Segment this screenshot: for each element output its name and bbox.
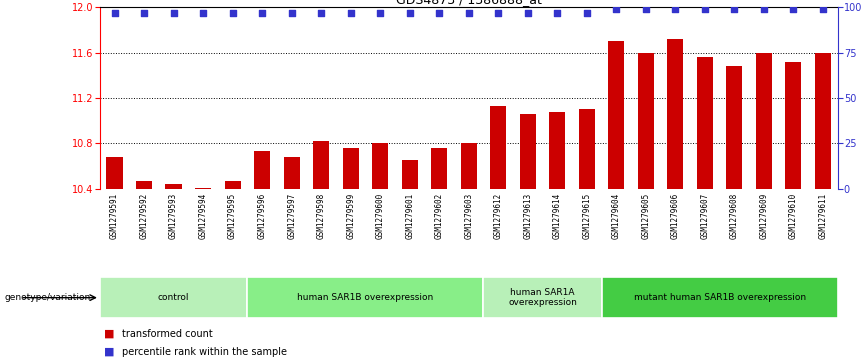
Point bbox=[285, 10, 299, 16]
FancyBboxPatch shape bbox=[100, 277, 247, 318]
Text: GSM1279602: GSM1279602 bbox=[435, 193, 444, 239]
Bar bbox=[549, 112, 565, 189]
Bar bbox=[727, 66, 742, 189]
Text: GSM1279607: GSM1279607 bbox=[700, 193, 709, 239]
Text: GSM1279613: GSM1279613 bbox=[523, 193, 532, 239]
Bar bbox=[667, 39, 683, 189]
Text: human SAR1B overexpression: human SAR1B overexpression bbox=[298, 293, 433, 302]
Text: GSM1279592: GSM1279592 bbox=[140, 193, 148, 239]
Bar bbox=[490, 106, 506, 189]
Point bbox=[727, 6, 741, 12]
Point bbox=[639, 6, 653, 12]
Text: GSM1279594: GSM1279594 bbox=[199, 193, 207, 239]
Text: ■: ■ bbox=[104, 347, 115, 357]
Point bbox=[550, 10, 564, 16]
Point bbox=[432, 10, 446, 16]
Text: GSM1279601: GSM1279601 bbox=[405, 193, 414, 239]
Point bbox=[373, 10, 387, 16]
FancyBboxPatch shape bbox=[247, 277, 483, 318]
Bar bbox=[254, 151, 270, 189]
FancyBboxPatch shape bbox=[483, 277, 602, 318]
Bar bbox=[107, 157, 122, 189]
Text: GSM1279593: GSM1279593 bbox=[169, 193, 178, 239]
Point bbox=[344, 10, 358, 16]
Text: GSM1279599: GSM1279599 bbox=[346, 193, 355, 239]
Bar bbox=[195, 188, 211, 189]
Bar bbox=[136, 181, 152, 189]
Point bbox=[196, 10, 210, 16]
Text: GSM1279597: GSM1279597 bbox=[287, 193, 296, 239]
Point bbox=[580, 10, 594, 16]
Text: GSM1279609: GSM1279609 bbox=[760, 193, 768, 239]
Point bbox=[668, 6, 682, 12]
Text: GSM1279614: GSM1279614 bbox=[553, 193, 562, 239]
Text: GSM1279600: GSM1279600 bbox=[376, 193, 385, 239]
Text: GSM1279604: GSM1279604 bbox=[612, 193, 621, 239]
Bar bbox=[343, 148, 358, 189]
Text: GSM1279603: GSM1279603 bbox=[464, 193, 473, 239]
Bar bbox=[579, 109, 595, 189]
Bar bbox=[608, 41, 624, 189]
Text: GSM1279605: GSM1279605 bbox=[641, 193, 650, 239]
Point bbox=[521, 10, 535, 16]
Text: GSM1279612: GSM1279612 bbox=[494, 193, 503, 239]
Text: genotype/variation: genotype/variation bbox=[4, 293, 90, 302]
Text: GSM1279611: GSM1279611 bbox=[819, 193, 827, 239]
Bar bbox=[815, 53, 831, 189]
Bar bbox=[697, 57, 713, 189]
Text: GSM1279598: GSM1279598 bbox=[317, 193, 326, 239]
Text: GSM1279596: GSM1279596 bbox=[258, 193, 266, 239]
Point bbox=[314, 10, 328, 16]
Text: GSM1279606: GSM1279606 bbox=[671, 193, 680, 239]
Bar bbox=[166, 184, 181, 189]
Text: ■: ■ bbox=[104, 329, 115, 339]
Bar bbox=[431, 148, 447, 189]
Bar bbox=[225, 181, 240, 189]
Text: human SAR1A
overexpression: human SAR1A overexpression bbox=[508, 288, 577, 307]
Point bbox=[609, 6, 623, 12]
FancyBboxPatch shape bbox=[602, 277, 838, 318]
Point bbox=[255, 10, 269, 16]
Text: GSM1279610: GSM1279610 bbox=[789, 193, 798, 239]
Bar bbox=[372, 143, 388, 189]
Point bbox=[698, 6, 712, 12]
Bar bbox=[461, 143, 477, 189]
Text: percentile rank within the sample: percentile rank within the sample bbox=[122, 347, 286, 357]
Bar bbox=[284, 157, 299, 189]
Bar bbox=[756, 53, 772, 189]
Point bbox=[786, 6, 800, 12]
Text: control: control bbox=[158, 293, 189, 302]
Bar bbox=[520, 114, 536, 189]
Title: GDS4873 / 1386888_at: GDS4873 / 1386888_at bbox=[396, 0, 542, 6]
Bar bbox=[786, 62, 801, 189]
Text: GSM1279595: GSM1279595 bbox=[228, 193, 237, 239]
Bar bbox=[402, 160, 418, 189]
Point bbox=[167, 10, 181, 16]
Point bbox=[137, 10, 151, 16]
Bar bbox=[638, 53, 654, 189]
Point bbox=[491, 10, 505, 16]
Text: GSM1279615: GSM1279615 bbox=[582, 193, 591, 239]
Point bbox=[403, 10, 417, 16]
Point bbox=[226, 10, 240, 16]
Point bbox=[757, 6, 771, 12]
Point bbox=[108, 10, 122, 16]
Point bbox=[816, 6, 830, 12]
Bar bbox=[313, 141, 329, 189]
Text: mutant human SAR1B overexpression: mutant human SAR1B overexpression bbox=[634, 293, 806, 302]
Text: GSM1279608: GSM1279608 bbox=[730, 193, 739, 239]
Text: transformed count: transformed count bbox=[122, 329, 213, 339]
Text: GSM1279591: GSM1279591 bbox=[110, 193, 119, 239]
Point bbox=[462, 10, 476, 16]
